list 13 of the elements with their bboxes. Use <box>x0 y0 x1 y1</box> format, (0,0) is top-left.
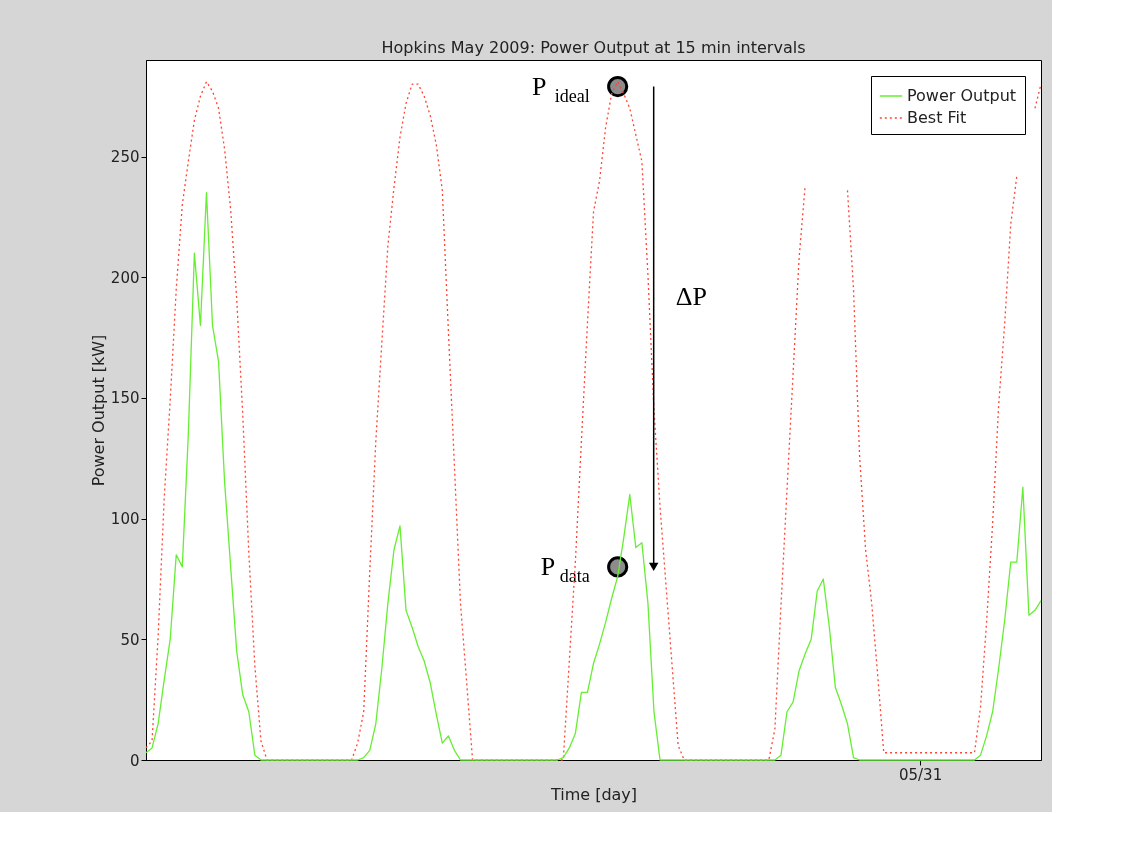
y-tick-label: 200 <box>110 268 140 287</box>
annotation: ΔP <box>675 281 707 311</box>
legend-label: Best Fit <box>907 108 967 127</box>
chart-title: Hopkins May 2009: Power Output at 15 min intervals <box>381 38 806 57</box>
y-tick-label: 0 <box>129 751 140 770</box>
y-tick-label: 150 <box>110 389 140 408</box>
y-tick-label: 50 <box>120 630 140 649</box>
y-axis-title: Power Output [kW] <box>88 334 108 487</box>
x-axis-title: Time [day] <box>549 784 638 804</box>
y-tick-label: 100 <box>110 510 140 529</box>
x-tick-label: 05/31 <box>898 765 943 784</box>
y-tick-label: 250 <box>110 148 140 167</box>
legend-label: Power Output <box>907 86 1017 105</box>
